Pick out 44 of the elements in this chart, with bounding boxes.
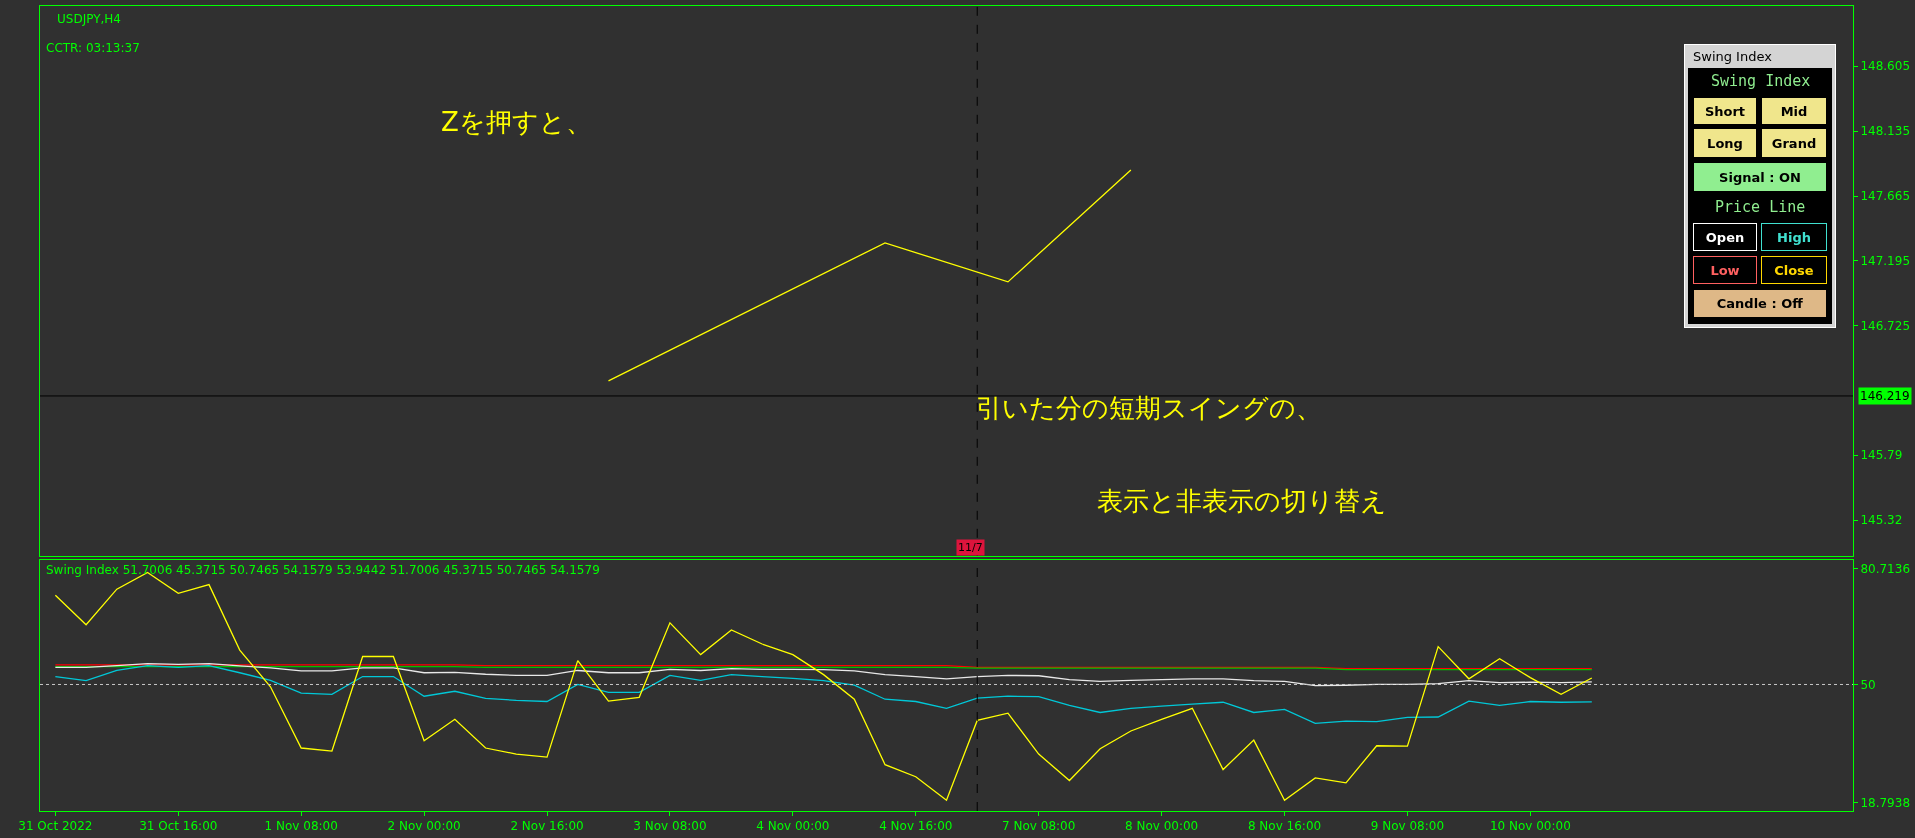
annotation: Swing Index xyxy=(1711,72,1811,90)
annotation: Short xyxy=(1704,103,1746,119)
x-tick-label: 31 Oct 16:00 xyxy=(139,819,218,834)
ref-line-label: 146.219 xyxy=(1860,389,1910,403)
y-tick-label: 80.7136 xyxy=(1860,561,1911,576)
annotation: High xyxy=(1777,229,1811,245)
x-tick-label: 3 Nov 08:00 xyxy=(633,819,707,834)
y-tick-label: 148.135 xyxy=(1860,124,1911,139)
x-tick-label: 8 Nov 00:00 xyxy=(1124,819,1199,834)
annotation: Mid xyxy=(1780,103,1808,119)
y-tick-label: 146.725 xyxy=(1860,319,1911,334)
chart-title: Swing Index 51.7006 45.3715 50.7465 54.1579 53.9442 51.7006 45.3715 50.7465 54.1579 xyxy=(46,563,600,577)
annotation: 引いた分の短期スイングの、 xyxy=(976,393,1322,423)
y-tick-label: 18.7938 xyxy=(1860,795,1911,810)
y-tick-label: 145.32 xyxy=(1860,513,1903,528)
annotation: Open xyxy=(1705,229,1745,245)
annotation: Low xyxy=(1710,262,1740,278)
annotation: CCTR: 03:13:37 xyxy=(46,41,140,55)
annotation: Grand xyxy=(1771,135,1817,151)
annotation: USDJPY,H4 xyxy=(57,12,121,26)
annotation: Close xyxy=(1774,262,1814,278)
y-tick-label: 147.665 xyxy=(1860,189,1911,204)
annotation: 表示と非表示の切り替え xyxy=(1097,486,1387,516)
x-tick-label: 7 Nov 08:00 xyxy=(1002,819,1076,834)
annotation: Price Line xyxy=(1715,198,1806,216)
x-tick-label: 10 Nov 00:00 xyxy=(1489,819,1571,834)
x-tick-label: 4 Nov 16:00 xyxy=(879,819,953,834)
x-tick-label: 2 Nov 00:00 xyxy=(387,819,461,834)
x-tick-label: 4 Nov 00:00 xyxy=(756,819,830,834)
text: Swing Index xyxy=(1693,49,1773,64)
y-tick-label: 148.605 xyxy=(1860,59,1911,74)
annotation: Long xyxy=(1707,135,1743,151)
annotation: 11/7 xyxy=(958,541,983,554)
y-tick-label: 145.79 xyxy=(1860,448,1903,463)
x-tick-label: 8 Nov 16:00 xyxy=(1247,819,1322,834)
annotation: Candle : Off xyxy=(1716,296,1804,311)
x-tick-label: 9 Nov 08:00 xyxy=(1370,819,1445,834)
annotation: Zを押すと、 xyxy=(441,107,592,137)
annotation: Signal : ON xyxy=(1719,169,1801,185)
y-tick-label: 50 xyxy=(1860,677,1876,692)
x-tick-label: 2 Nov 16:00 xyxy=(510,819,584,834)
x-tick-label: 31 Oct 2022 xyxy=(18,819,93,834)
y-tick-label: 147.195 xyxy=(1860,254,1911,269)
x-tick-label: 1 Nov 08:00 xyxy=(264,819,338,834)
